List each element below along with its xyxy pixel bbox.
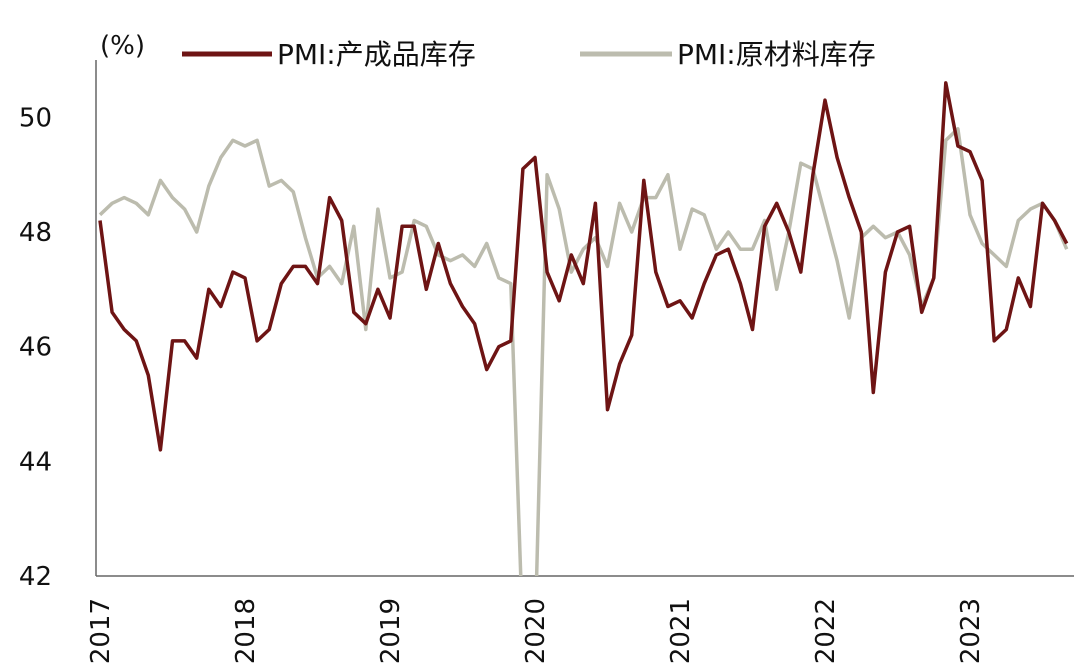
- x-tick-label: 2020: [521, 598, 551, 664]
- y-tick-label: 42: [19, 562, 52, 592]
- legend-label-raw-materials: PMI:原材料库存: [677, 38, 876, 71]
- y-tick-label: 48: [19, 218, 52, 248]
- y-unit-label: (%): [100, 31, 145, 61]
- series-line-raw-materials: [98, 127, 1069, 576]
- x-tick-label: 2019: [376, 598, 406, 664]
- x-tick-label: 2017: [86, 598, 116, 664]
- y-tick-label: 46: [19, 333, 52, 363]
- y-tick-labels: 42 44 46 48 50: [19, 103, 52, 592]
- x-tick-labels: 2017 2018 2019 2020 2021 2022 2023: [86, 598, 986, 664]
- x-tick-label: 2021: [666, 598, 696, 664]
- legend-label-finished-goods: PMI:产成品库存: [277, 38, 476, 71]
- x-tick-label: 2018: [231, 598, 261, 664]
- axes: [95, 60, 1074, 577]
- legend: PMI:产成品库存 PMI:原材料库存: [182, 38, 876, 71]
- x-tick-label: 2023: [956, 598, 986, 664]
- y-tick-label: 44: [19, 447, 52, 477]
- series-layer: [98, 81, 1069, 576]
- x-tick-label: 2022: [811, 598, 841, 664]
- y-tick-label: 50: [19, 103, 52, 133]
- series-line-finished-goods: [98, 81, 1069, 452]
